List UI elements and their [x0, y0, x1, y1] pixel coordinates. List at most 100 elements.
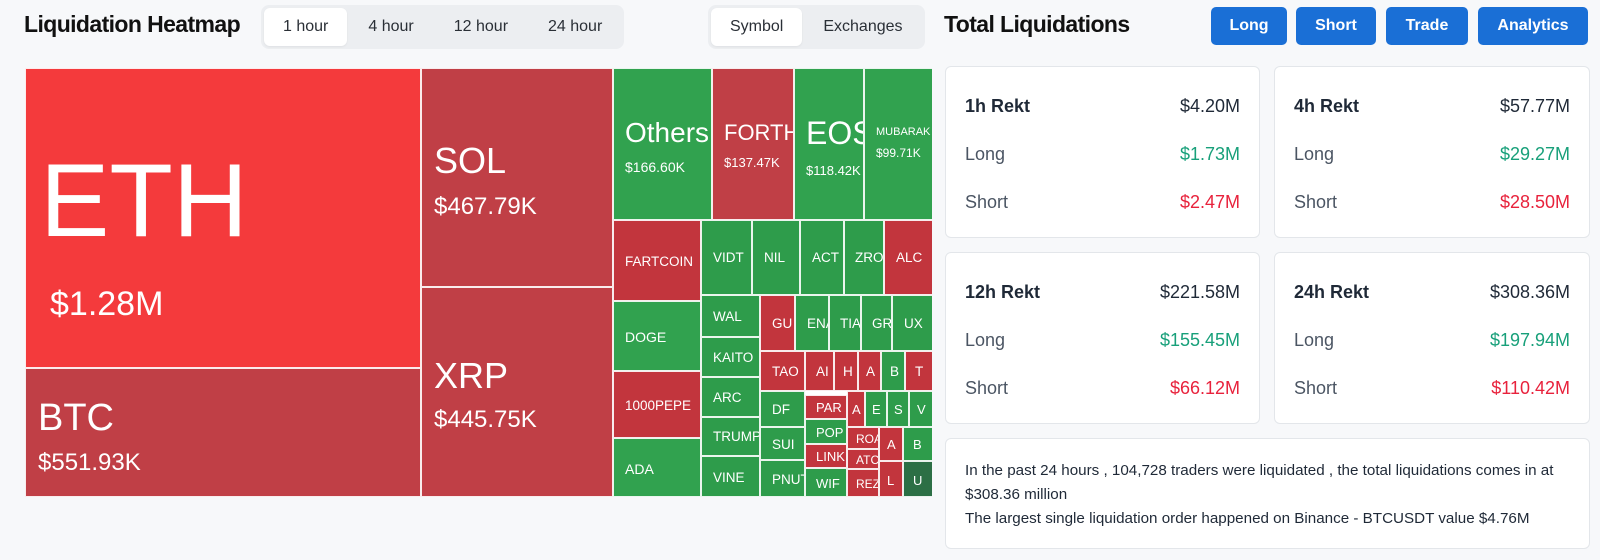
tab-exchanges[interactable]: Exchanges	[823, 18, 903, 35]
cell-symbol: 1000PEPE	[625, 398, 692, 413]
tab-24-hour[interactable]: 24 hour	[548, 18, 603, 35]
tab-4-hour[interactable]: 4 hour	[368, 18, 414, 35]
heatmap-cell-a[interactable]: A	[858, 351, 881, 391]
heatmap-cell-h[interactable]: H	[834, 351, 858, 391]
heatmap-cell-b[interactable]: B	[881, 351, 905, 391]
heatmap-cell-pop[interactable]: POP	[805, 419, 847, 444]
cell-symbol: U	[913, 473, 923, 488]
cell-symbol: A	[866, 364, 876, 379]
heatmap-cell-l[interactable]: L	[879, 461, 903, 497]
long-button[interactable]: Long	[1211, 7, 1287, 45]
cell-symbol: FORTH	[724, 120, 794, 145]
heatmap-cell-others[interactable]: Others $166.60K	[613, 68, 712, 220]
heatmap-cell-pnut[interactable]: PNUT	[760, 460, 805, 497]
cell-symbol: A	[852, 402, 861, 417]
rekt-card-1h: 1h Rekt $4.20M Long $1.73M Short $2.47M	[945, 66, 1260, 238]
cell-symbol: S	[894, 402, 903, 417]
long-value: $155.45M	[1159, 330, 1240, 350]
cell-symbol: EOS	[806, 115, 863, 151]
heatmap-cell-b2[interactable]: B	[903, 427, 932, 461]
short-button[interactable]: Short	[1296, 7, 1376, 45]
short-label: Short	[1294, 192, 1338, 212]
heatmap-cell-a2[interactable]: A	[847, 391, 865, 427]
heatmap-cell-wal[interactable]: WAL	[701, 295, 760, 337]
summary-line-2: The largest single liquidation order hap…	[965, 510, 1530, 527]
heatmap-cell-arc[interactable]: ARC	[701, 377, 760, 417]
analytics-button[interactable]: Analytics	[1478, 7, 1588, 45]
cell-symbol: ALC	[896, 250, 923, 265]
heatmap-cell-forth[interactable]: FORTH $137.47K	[712, 68, 794, 220]
cell-symbol: ROA	[856, 432, 878, 446]
heatmap-cell-ux[interactable]: UX	[892, 295, 932, 351]
heatmap-cell-roa[interactable]: ROA	[847, 427, 879, 449]
heatmap-cell-nil[interactable]: NIL	[752, 220, 800, 295]
heatmap-cell-a3[interactable]: A	[879, 427, 903, 461]
heatmap-cell-e[interactable]: E	[865, 391, 887, 427]
heatmap-cell-link[interactable]: LINK	[805, 444, 847, 468]
cell-symbol: ADA	[625, 461, 654, 477]
heatmap-cell-eth[interactable]: ETH $1.28M	[25, 68, 421, 368]
cell-symbol: L	[887, 473, 895, 488]
cell-value: $99.71K	[876, 146, 921, 160]
short-value: $66.12M	[1169, 378, 1240, 398]
heatmap-cell-ena[interactable]: ENA	[795, 295, 829, 351]
heatmap-cell-doge[interactable]: DOGE	[613, 301, 701, 371]
heatmap-cell-sol[interactable]: SOL $467.79K	[421, 68, 613, 287]
total-liquidations-title: Total Liquidations	[944, 11, 1130, 37]
rekt-total: $4.20M	[1179, 96, 1240, 116]
heatmap-cell-1000pepe[interactable]: 1000PEPE	[613, 371, 701, 438]
heatmap-cell-vine[interactable]: VINE	[701, 456, 760, 497]
heatmap-cell-alc[interactable]: ALC	[884, 220, 932, 295]
long-label: Long	[1294, 330, 1335, 350]
heatmap-cell-ada[interactable]: ADA	[613, 438, 701, 497]
heatmap-cell-ai[interactable]: AI	[805, 351, 834, 391]
page-title: Liquidation Heatmap	[24, 11, 241, 37]
heatmap-cell-gu[interactable]: GU	[760, 295, 795, 351]
heatmap-cell-gr[interactable]: GR	[861, 295, 892, 351]
tab-symbol[interactable]: Symbol	[711, 8, 803, 46]
heatmap-cell-fartcoin[interactable]: FARTCOIN	[613, 220, 701, 301]
heatmap-cell-tia[interactable]: TIA	[829, 295, 861, 351]
long-value: $197.94M	[1489, 330, 1570, 350]
heatmap-cell-u[interactable]: U	[903, 461, 932, 497]
cell-symbol: ARC	[713, 390, 742, 405]
heatmap-cell-tao[interactable]: TAO	[760, 351, 805, 391]
cell-symbol: GU	[772, 316, 793, 331]
heatmap-cell-vidt[interactable]: VIDT	[701, 220, 752, 295]
heatmap-cell-kaito[interactable]: KAITO	[701, 337, 760, 377]
long-value: $29.27M	[1499, 144, 1570, 164]
heatmap-cell-sui[interactable]: SUI	[760, 427, 805, 460]
heatmap-cell-mubarak[interactable]: MUBARAK $99.71K	[864, 68, 932, 220]
summary-line-1: In the past 24 hours , 104,728 traders w…	[965, 462, 1554, 503]
heatmap-cell-zro[interactable]: ZRO	[844, 220, 884, 295]
heatmap-cell-btc[interactable]: BTC $551.93K	[25, 368, 421, 497]
cell-symbol: UX	[904, 316, 923, 331]
rekt-card-24h: 24h Rekt $308.36M Long $197.94M Short $110.…	[1274, 252, 1590, 424]
cell-symbol: Others	[625, 117, 710, 148]
short-value: $28.50M	[1499, 192, 1570, 212]
short-label: Short	[965, 378, 1009, 398]
cell-value: $445.75K	[434, 406, 537, 433]
heatmap-cell-rez[interactable]: REZ	[847, 469, 879, 497]
heatmap-cell-par[interactable]: PAR	[805, 395, 847, 419]
heatmap-cell-eos[interactable]: EOS $118.42K	[794, 68, 864, 220]
cell-symbol: VIDT	[713, 250, 744, 265]
tab-12-hour[interactable]: 12 hour	[453, 18, 509, 35]
cell-symbol: KAITO	[713, 350, 754, 365]
long-label: Long	[965, 144, 1006, 164]
heatmap-cell-xrp[interactable]: XRP $445.75K	[421, 287, 613, 497]
trade-button[interactable]: Trade	[1386, 7, 1468, 45]
heatmap-cell-s[interactable]: S	[887, 391, 909, 427]
heatmap-cell-v[interactable]: V	[909, 391, 932, 427]
heatmap-cell-trump[interactable]: TRUMP	[701, 417, 760, 456]
tab-1-hour[interactable]: 1 hour	[264, 8, 348, 46]
heatmap-cell-atc[interactable]: ATC	[847, 449, 879, 469]
cell-symbol: REZ	[856, 477, 879, 491]
heatmap-cell-wif[interactable]: WIF	[805, 468, 847, 497]
heatmap-cell-act[interactable]: ACT	[800, 220, 844, 295]
cell-value: $467.79K	[434, 193, 537, 220]
heatmap-cell-t[interactable]: T	[905, 351, 932, 391]
view-tabs: Symbol Exchanges	[708, 5, 925, 49]
heatmap-cell-df[interactable]: DF	[760, 391, 805, 427]
cell-symbol: ACT	[812, 250, 839, 265]
